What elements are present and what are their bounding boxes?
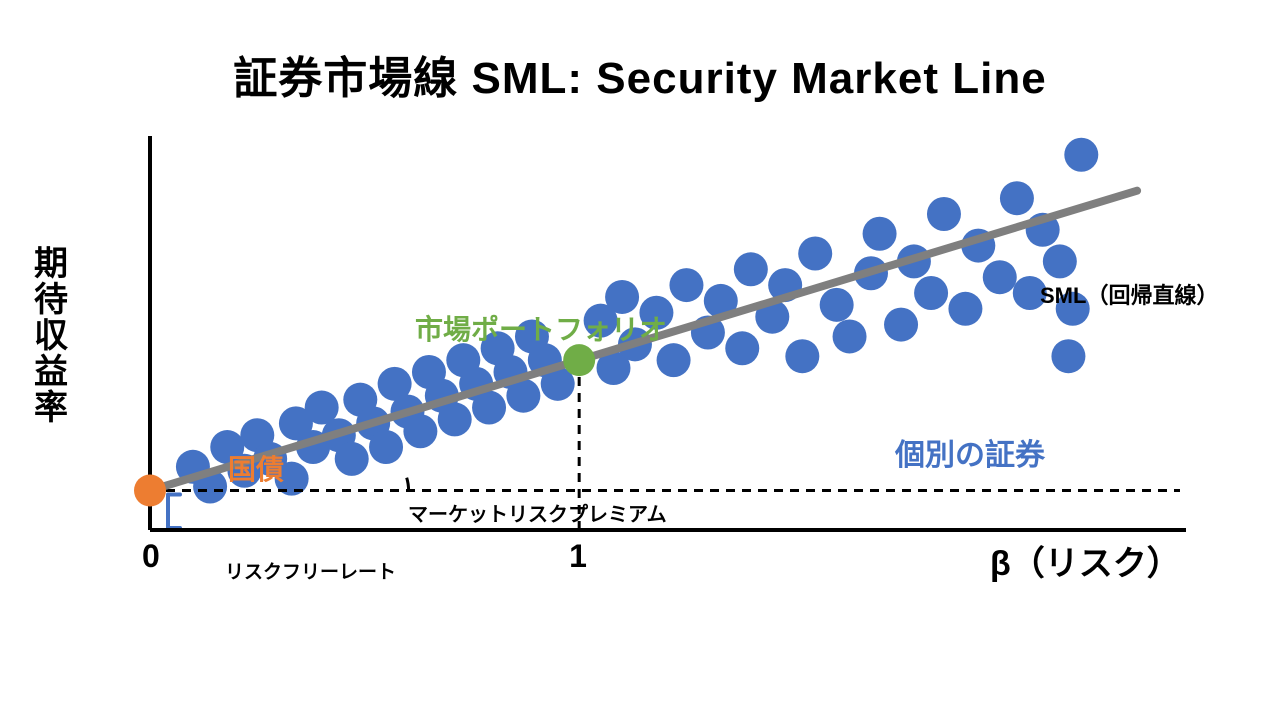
scatter-point bbox=[833, 319, 867, 353]
scatter-point bbox=[785, 339, 819, 373]
scatter-point bbox=[369, 430, 403, 464]
scatter-point bbox=[948, 292, 982, 326]
bond-marker bbox=[134, 475, 166, 507]
y-axis-label: 期待収益率 bbox=[24, 245, 73, 425]
scatter-point bbox=[1043, 244, 1077, 278]
x-axis-label: β（リスク） bbox=[990, 536, 1181, 585]
annotation-market-risk-premium: マーケットリスクプレミアム bbox=[408, 498, 667, 527]
scatter-point bbox=[884, 308, 918, 342]
scatter-point bbox=[914, 276, 948, 310]
annotation-sml: SML（回帰直線） bbox=[1040, 278, 1218, 310]
scatter-point bbox=[472, 391, 506, 425]
scatter-point bbox=[657, 343, 691, 377]
annotation-individual-securities: 個別の証券 bbox=[895, 430, 1045, 474]
chart-title: 証券市場線 SML: Security Market Line bbox=[0, 42, 1280, 106]
scatter-point bbox=[1051, 339, 1085, 373]
scatter-point bbox=[725, 331, 759, 365]
scatter-point bbox=[820, 288, 854, 322]
scatter-point bbox=[734, 252, 768, 286]
scatter-point bbox=[863, 217, 897, 251]
annotation-market: 市場ポートフォリオ bbox=[415, 308, 667, 348]
scatter-point bbox=[335, 442, 369, 476]
annotation-bond: 国債 bbox=[228, 448, 284, 488]
scatter-point bbox=[669, 268, 703, 302]
annotation-risk-free-rate: リスクフリーレート bbox=[225, 557, 396, 584]
risk-free-bracket bbox=[168, 495, 180, 529]
scatter-point bbox=[798, 237, 832, 271]
scatter-point bbox=[927, 197, 961, 231]
scatter-point bbox=[438, 402, 472, 436]
x-tick-1: 1 bbox=[569, 538, 587, 575]
scatter-point bbox=[1064, 138, 1098, 172]
scatter-point bbox=[403, 414, 437, 448]
x-tick-0: 0 bbox=[142, 538, 160, 575]
angle-arc bbox=[407, 478, 409, 491]
scatter-point bbox=[983, 260, 1017, 294]
scatter-point bbox=[1000, 181, 1034, 215]
market-portfolio-marker bbox=[563, 344, 595, 376]
